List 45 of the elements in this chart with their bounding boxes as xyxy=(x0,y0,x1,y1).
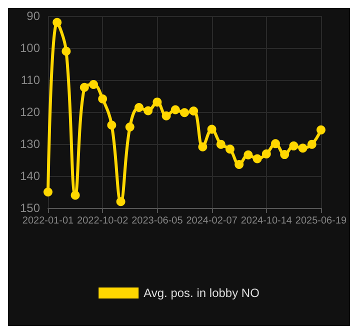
point xyxy=(170,105,180,114)
y-tick-label: 120 xyxy=(20,105,40,119)
point xyxy=(226,144,234,154)
y-tick-label: 110 xyxy=(20,73,40,87)
y-tick-label: 150 xyxy=(20,201,40,215)
point xyxy=(252,154,262,164)
point xyxy=(107,120,116,130)
point xyxy=(152,98,162,107)
point xyxy=(89,80,98,89)
legend-label: Avg. pos. in lobby NO xyxy=(144,286,260,300)
point xyxy=(307,140,316,149)
point xyxy=(262,149,271,158)
x-tick-label: 2025-06-19 xyxy=(295,216,348,226)
y-tick-label: 100 xyxy=(20,41,40,55)
point xyxy=(116,197,126,206)
point xyxy=(298,144,308,153)
point xyxy=(162,111,171,120)
point xyxy=(125,122,134,132)
x-tick-label: 2024-10-14 xyxy=(240,216,292,226)
point xyxy=(207,124,216,134)
y-tick-label: 90 xyxy=(26,9,40,23)
point xyxy=(198,142,208,152)
point xyxy=(52,18,62,27)
point xyxy=(180,108,189,118)
point xyxy=(80,82,89,92)
point xyxy=(189,106,198,116)
point xyxy=(289,141,298,150)
y-tick-label: 130 xyxy=(20,137,40,151)
point xyxy=(98,94,108,104)
point xyxy=(62,46,71,56)
point xyxy=(44,188,52,196)
point xyxy=(271,139,280,148)
point xyxy=(144,106,153,116)
point xyxy=(234,160,244,169)
point xyxy=(244,150,253,160)
point xyxy=(280,150,290,160)
x-tick-label: 2024-02-07 xyxy=(186,216,238,226)
point xyxy=(216,140,226,149)
x-tick-label: 2023-06-05 xyxy=(132,216,184,226)
y-tick-label: 140 xyxy=(20,169,40,183)
point xyxy=(316,125,326,134)
x-tick-label: 2022-01-01 xyxy=(22,216,74,226)
point xyxy=(70,190,80,200)
x-tick-label: 2022-10-02 xyxy=(77,216,129,226)
point xyxy=(134,103,144,112)
